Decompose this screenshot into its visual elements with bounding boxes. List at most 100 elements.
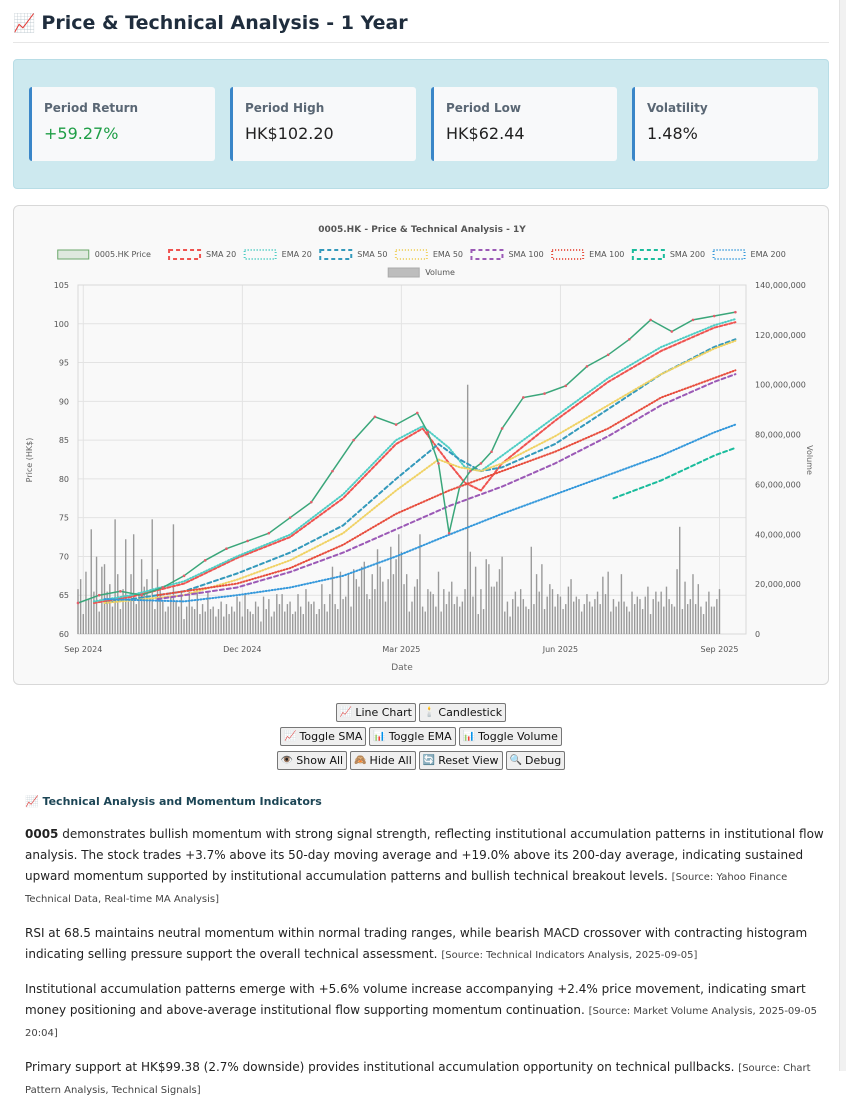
price-point xyxy=(458,485,462,488)
volume-bar xyxy=(395,559,397,634)
y2-tick-label: 140,000,000 xyxy=(755,281,806,290)
legend-item-ema-100[interactable]: EMA 100 xyxy=(551,249,624,260)
volume-bar xyxy=(647,586,649,634)
show-all-button[interactable]: 👁️ Show All xyxy=(276,751,348,770)
legend-item-sma-20[interactable]: SMA 20 xyxy=(168,249,236,260)
eye-icon: 👁️ xyxy=(280,755,294,766)
chart-grid xyxy=(77,284,747,635)
price-point xyxy=(119,590,122,593)
price-point xyxy=(522,396,525,399)
volume-bar xyxy=(639,599,641,634)
price-point xyxy=(469,469,472,473)
volume-bar xyxy=(329,594,331,634)
legend-swatch xyxy=(319,249,353,260)
monkey-icon: 🙈 xyxy=(354,755,367,766)
legend-item-sma-100[interactable]: SMA 100 xyxy=(470,249,544,260)
volume-bar xyxy=(673,606,676,634)
volume-bar xyxy=(586,594,588,634)
volume-bar xyxy=(559,596,562,634)
volume-bar xyxy=(684,581,686,634)
x-axis-label: Date xyxy=(391,663,413,673)
chart-type-controls: 📈 Line Chart 🕯️ Candlestick xyxy=(13,703,829,722)
volume-bar xyxy=(482,609,485,634)
price-point xyxy=(649,318,652,322)
volume-bar xyxy=(535,574,538,634)
volume-bar xyxy=(432,594,434,634)
toggle-volume-button[interactable]: 📊 Toggle Volume xyxy=(458,727,562,746)
hide-all-button[interactable]: 🙈 Hide All xyxy=(350,751,416,770)
line-chart-button[interactable]: 📈 Line Chart xyxy=(335,703,416,722)
x-tick-label: Dec 2024 xyxy=(223,645,261,654)
price-point xyxy=(373,415,377,419)
volume-bar xyxy=(702,614,705,634)
volume-bar xyxy=(366,594,368,634)
volume-bar xyxy=(405,574,408,634)
page-scrollbar[interactable] xyxy=(839,0,846,1071)
volume-bar xyxy=(501,556,503,634)
metric-card-period-return: Period Return +59.27% xyxy=(29,87,215,161)
legend-item-ema-50[interactable]: EMA 50 xyxy=(394,249,463,260)
volume-bar xyxy=(305,589,307,634)
price-point xyxy=(426,431,430,434)
y2-axis-label: Volume xyxy=(805,445,814,475)
legend-item-sma-200[interactable]: SMA 200 xyxy=(631,249,705,260)
volume-bar xyxy=(376,549,379,634)
volume-bar xyxy=(196,589,198,634)
volume-bar xyxy=(649,614,652,634)
plot-area-border xyxy=(77,284,747,635)
volume-bar xyxy=(299,606,302,634)
price-point xyxy=(670,330,674,333)
volume-bar xyxy=(453,604,456,634)
legend-swatch xyxy=(470,249,504,260)
volume-bar xyxy=(546,596,548,634)
volume-bar xyxy=(461,601,464,634)
volume-bar xyxy=(172,524,175,634)
volume-bar xyxy=(281,594,283,634)
volume-bar xyxy=(363,561,365,634)
volume-bar xyxy=(602,576,604,634)
volume-bar xyxy=(199,614,201,634)
volume-bar xyxy=(443,589,445,634)
price-point xyxy=(606,353,610,357)
volume-bar xyxy=(212,606,214,634)
debug-button[interactable]: 🔍 Debug xyxy=(505,751,566,770)
legend-item-ema-200[interactable]: EMA 200 xyxy=(712,249,786,260)
legend-item-ema-20[interactable]: EMA 20 xyxy=(243,249,312,260)
volume-bar xyxy=(644,596,646,634)
metric-label: Period High xyxy=(245,101,325,115)
volume-bar xyxy=(162,601,164,634)
price-point xyxy=(500,427,504,430)
volume-bar xyxy=(427,589,429,634)
volume-bar xyxy=(321,584,323,634)
volume-bar xyxy=(498,569,501,634)
volume-bar xyxy=(652,599,654,634)
legend-swatch xyxy=(57,249,90,260)
volume-bar xyxy=(360,566,363,634)
toggle-ema-button[interactable]: 📊 Toggle EMA xyxy=(369,727,456,746)
volume-bar xyxy=(477,614,479,634)
legend-item-0005-hk-price[interactable]: 0005.HK Price xyxy=(57,249,151,260)
chart-legend[interactable]: 0005.HK Price SMA 20 EMA 20 SMA 50 EMA 50 SMA… xyxy=(57,249,786,278)
volume-bar xyxy=(313,601,315,634)
volume-bar xyxy=(610,611,612,634)
volume-bar xyxy=(697,584,699,634)
volume-bar xyxy=(668,599,670,634)
volume-bar xyxy=(525,606,527,634)
volume-bar xyxy=(570,579,572,634)
price-chart[interactable]: 0005.HK - Price & Technical Analysis - 1… xyxy=(14,206,830,686)
y-tick-label: 65 xyxy=(59,591,69,600)
ma-line-sma-100 xyxy=(156,373,737,601)
volume-bar xyxy=(660,591,662,634)
reset-view-button[interactable]: 🔄 Reset View xyxy=(418,751,503,770)
legend-item-volume[interactable]: Volume xyxy=(387,267,455,278)
volume-bar xyxy=(355,579,358,634)
toggle-sma-button[interactable]: 📈 Toggle SMA xyxy=(280,727,367,746)
volume-bar xyxy=(472,596,474,634)
volume-bar xyxy=(193,609,196,634)
candlestick-button[interactable]: 🕯️ Candlestick xyxy=(418,703,507,722)
legend-swatch xyxy=(551,249,585,260)
volume-bar xyxy=(429,591,432,634)
legend-item-sma-50[interactable]: SMA 50 xyxy=(319,249,387,260)
metric-label: Period Return xyxy=(44,101,139,115)
volume-bar xyxy=(379,566,381,634)
